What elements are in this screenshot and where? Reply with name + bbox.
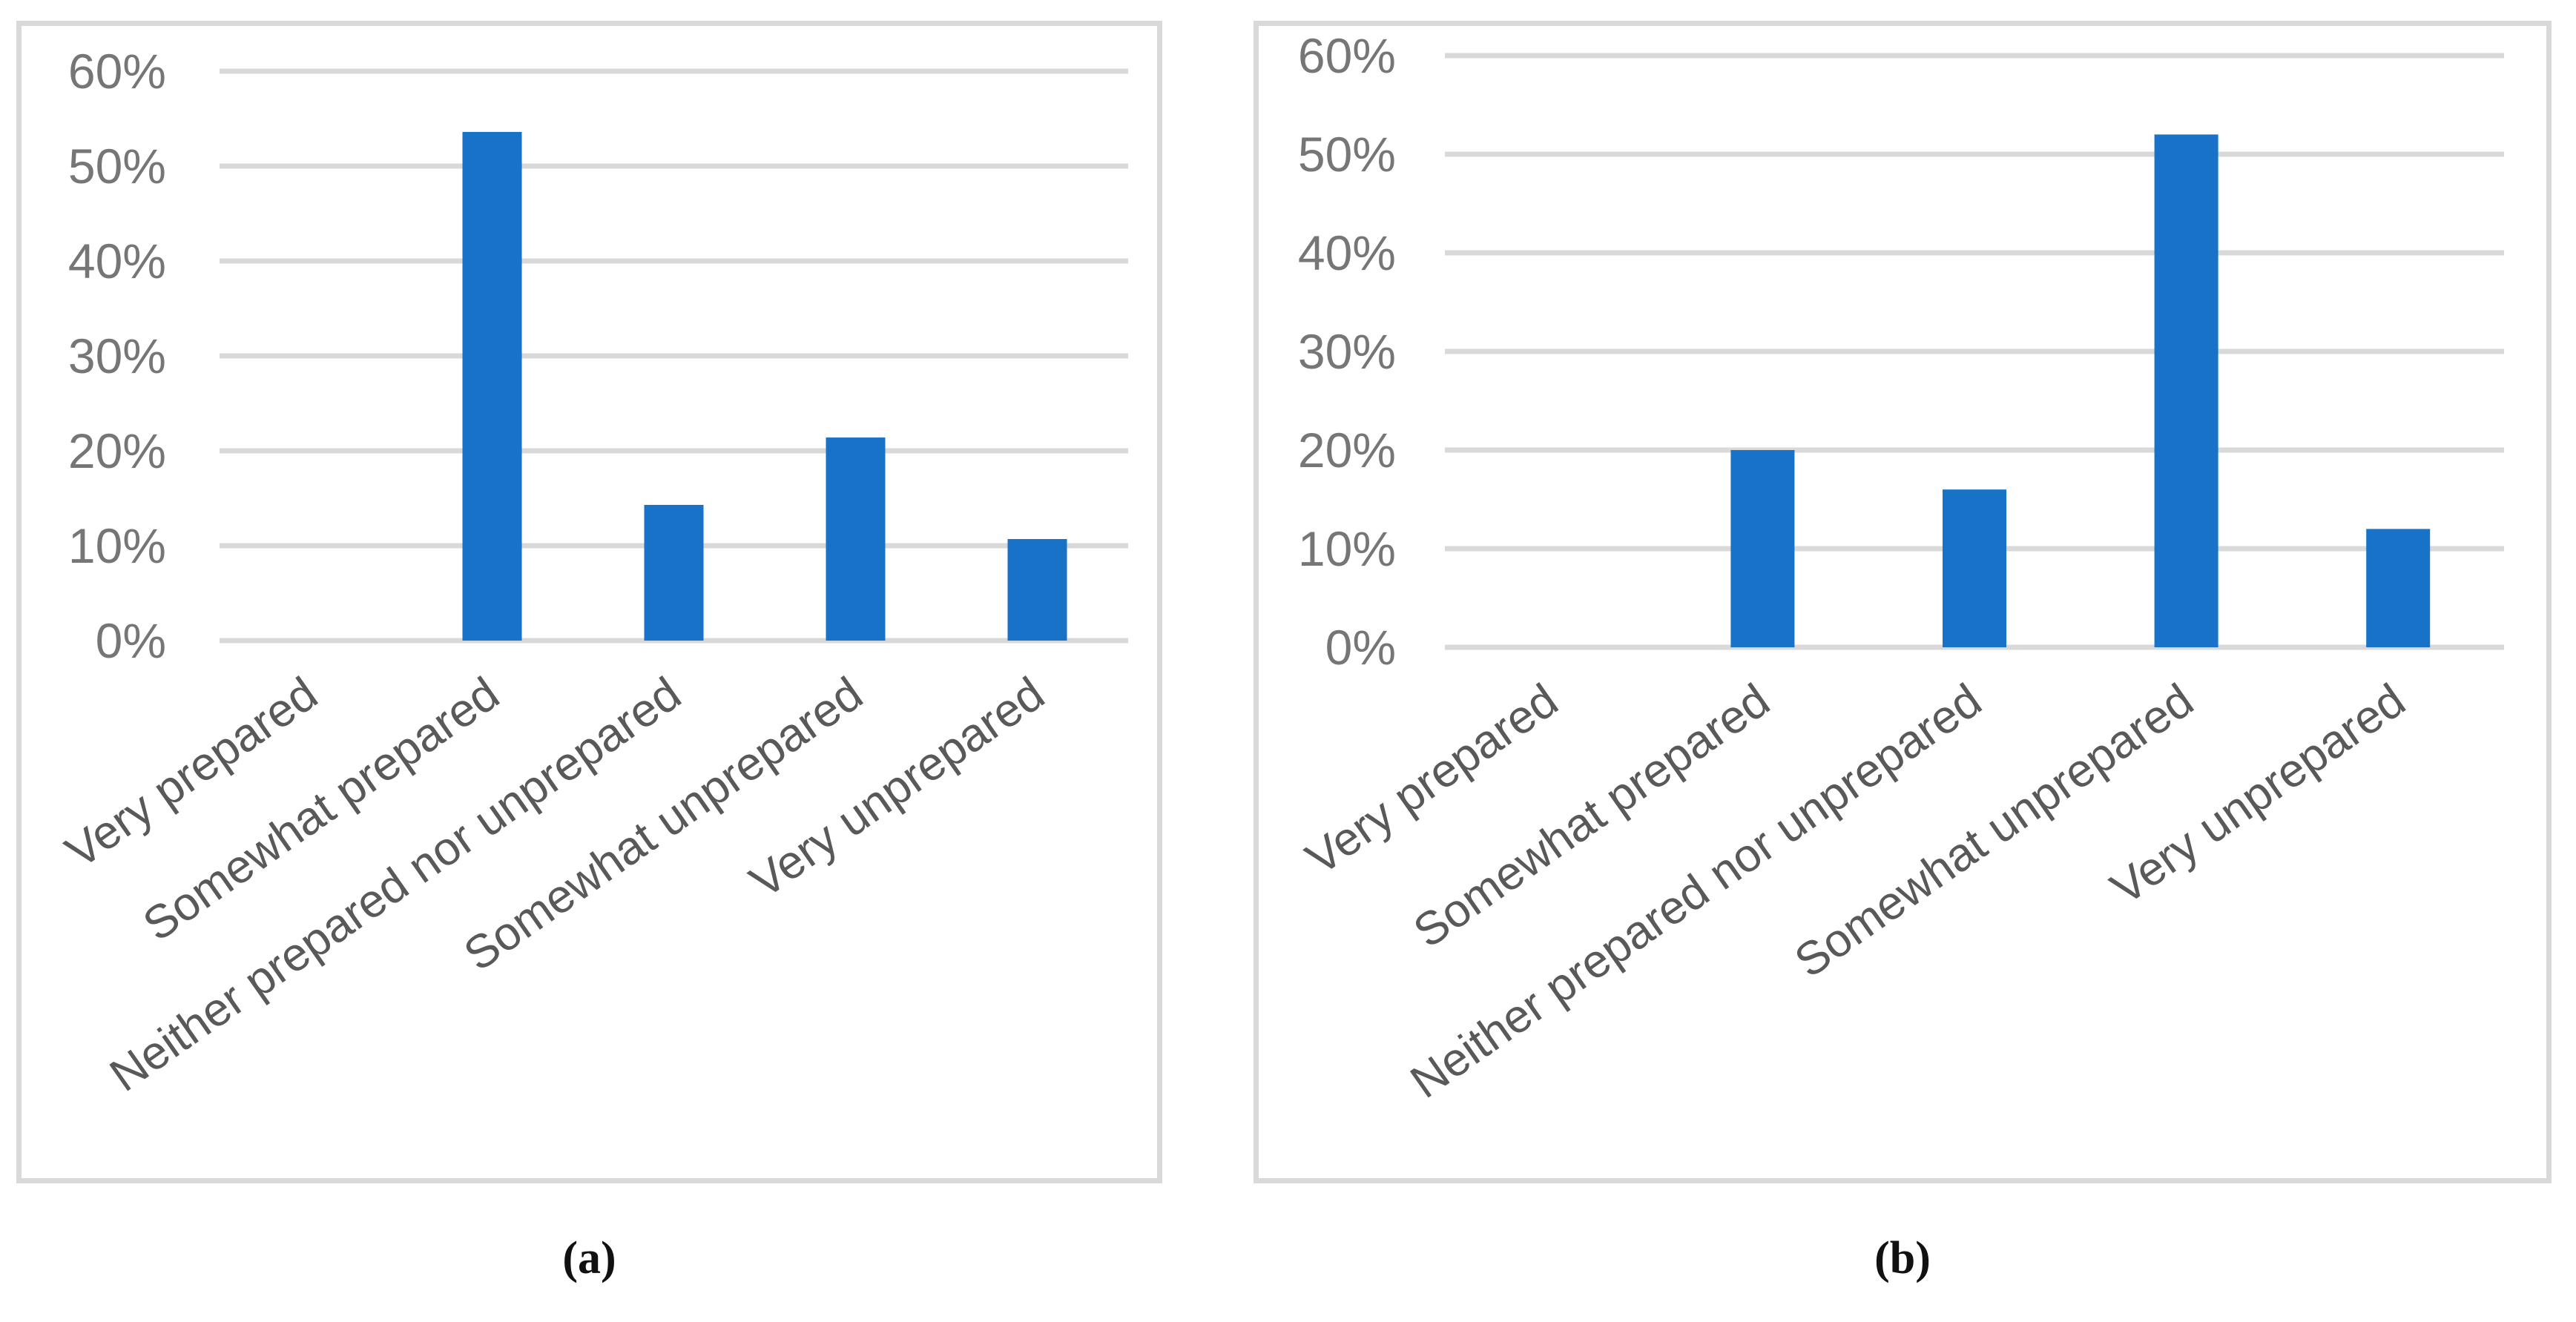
y-tick-label-10pct: 10% xyxy=(68,518,166,573)
panel-border xyxy=(16,21,1162,1183)
y-tick-label-0pct: 0% xyxy=(1325,620,1396,675)
panel-border xyxy=(1254,21,2552,1183)
y-tick-label-0pct: 0% xyxy=(96,613,166,668)
caption-b: (b) xyxy=(1874,1233,1931,1283)
chart-panel-b: 0% 10% 20% 30% 40% 50% 60% Very prepared Somewha… xyxy=(1254,21,2552,1183)
y-tick-label-10pct: 10% xyxy=(1298,521,1396,576)
bar-somewhat-unprepared xyxy=(826,437,886,641)
y-tick-label-60pct: 60% xyxy=(68,44,166,99)
bar-chart-b: 0%10%20%30%40%50%60%Very preparedSomewha… xyxy=(1254,21,2552,1183)
bar-neither-prepared-nor-unprepared xyxy=(644,504,704,641)
x-category-label-somewhat-prepared: Somewhat prepared xyxy=(1405,674,1779,958)
y-tick-label-50pct: 50% xyxy=(1298,127,1396,182)
bar-somewhat-prepared xyxy=(1730,450,1795,647)
y-tick-label-50pct: 50% xyxy=(68,139,166,194)
x-category-label-somewhat-unprepared: Somewhat unprepared xyxy=(1785,674,2202,988)
bar-chart-a: 0%10%20%30%40%50%60%Very preparedSomewha… xyxy=(16,21,1162,1183)
x-category-label-very-unprepared: Very unprepared xyxy=(741,667,1054,908)
bar-somewhat-prepared xyxy=(462,131,522,641)
y-tick-label-40pct: 40% xyxy=(1298,225,1396,280)
bar-very-unprepared xyxy=(1007,539,1067,641)
y-tick-label-60pct: 60% xyxy=(1298,28,1396,83)
bar-somewhat-unprepared xyxy=(2154,134,2218,647)
y-tick-label-40pct: 40% xyxy=(68,234,166,288)
bar-very-unprepared xyxy=(2366,529,2431,647)
y-tick-label-30pct: 30% xyxy=(68,328,166,383)
y-tick-label-20pct: 20% xyxy=(1298,423,1396,477)
caption-a: (a) xyxy=(562,1233,616,1283)
y-tick-label-20pct: 20% xyxy=(68,423,166,478)
chart-panel-a: 0% 10% 20% 30% 40% 50% 60% Very prepared Somewha… xyxy=(16,21,1162,1183)
y-tick-label-30pct: 30% xyxy=(1298,324,1396,379)
bar-neither-prepared-nor-unprepared xyxy=(1943,489,2006,647)
